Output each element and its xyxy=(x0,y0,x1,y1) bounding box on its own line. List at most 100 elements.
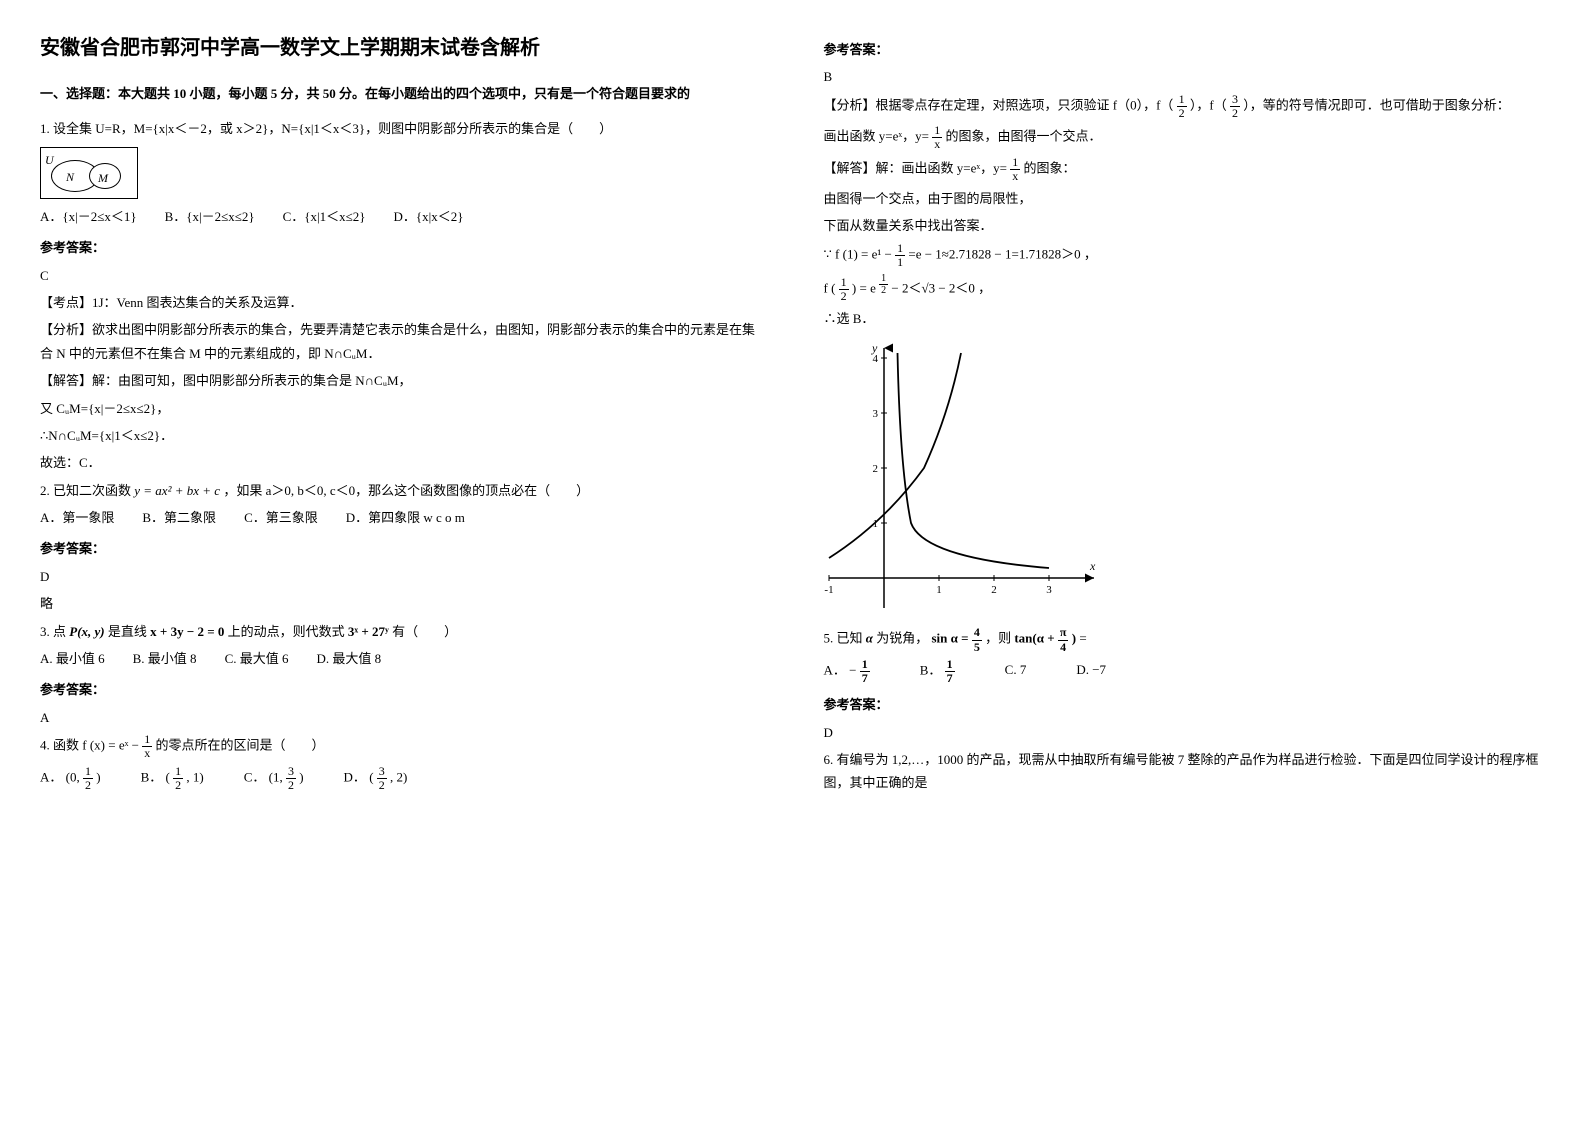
answer-label-3: 参考答案： xyxy=(40,678,764,701)
q1-fenxi: 【分析】欲求出图中阴影部分所表示的集合，先要弄清楚它表示的集合是什么，由图知，阴… xyxy=(40,318,764,365)
q4-f1-frac: 1 1 xyxy=(895,242,905,269)
q4-frac-den: x xyxy=(142,747,152,760)
answer-label-4: 参考答案： xyxy=(824,38,1548,61)
q4-labelC: C． xyxy=(244,769,266,784)
q1-jieda-1: 【解答】解：由图可知，图中阴影部分所表示的集合是 N∩CᵤM， xyxy=(40,369,764,392)
q5-optA-frac: 1 7 xyxy=(860,658,870,685)
frac-num: 4 xyxy=(972,626,982,640)
q1-jieda-4: 故选：C． xyxy=(40,451,764,474)
frac-den: 1 xyxy=(895,256,905,269)
q4-fenxi-pre: 【分析】根据零点存在定理，对照选项，只须验证 f（0），f（ xyxy=(824,97,1174,112)
q5-sin: sin α = xyxy=(931,631,968,646)
q3-pre: 3. 点 xyxy=(40,624,69,639)
q3-stem: 3. 点 P(x, y) 是直线 x + 3y − 2 = 0 上的动点，则代数… xyxy=(40,620,764,643)
q4-fenxi-post: ），等的符号情况即可．也可借助于图象分析： xyxy=(1243,97,1510,112)
q4-f1-post: =e − 1≈2.71828 − 1=1.71828＞0 xyxy=(908,246,1080,261)
answer-label: 参考答案： xyxy=(40,236,764,259)
svg-text:3: 3 xyxy=(872,408,878,420)
frac-num: 3 xyxy=(377,765,387,779)
q4-fx: f (x) = eˣ − xyxy=(82,738,139,753)
q5-alpha: α xyxy=(866,631,873,646)
answer-label-5: 参考答案： xyxy=(824,693,1548,716)
frac-num: 1 xyxy=(895,242,905,256)
page-title: 安徽省合肥市郭河中学高一数学文上学期期末试卷含解析 xyxy=(40,30,764,66)
q4-fenxi-mid: ），f（ xyxy=(1190,97,1227,112)
svg-text:1: 1 xyxy=(936,584,942,596)
q5-tan-post: ) xyxy=(1072,631,1076,646)
q1-jieda-2: 又 CᵤM={x|－2≤x≤2}， xyxy=(40,397,764,420)
q4-jieda-pre: 【解答】解：画出函数 y=eˣ，y= xyxy=(824,160,1007,175)
q4-conclude: ∴选 B． xyxy=(824,307,1548,330)
frac-den: 2 xyxy=(839,290,849,303)
frac-num: 1 xyxy=(173,765,183,779)
q3-mid2: 上的动点，则代数式 xyxy=(228,624,348,639)
q4-answer: B xyxy=(824,65,1548,88)
q4-post: 的零点所在的区间是（ ） xyxy=(155,738,324,753)
q3-mid: 是直线 xyxy=(108,624,150,639)
q4-fenxi-l2: 画出函数 y=eˣ，y= 1 x 的图象，由图得一个交点． xyxy=(824,124,1548,151)
q1-optC: C．{x|1＜x≤2} xyxy=(283,205,366,228)
q5-eq: = xyxy=(1079,631,1086,646)
q4-fenxi-frac1: 1 2 xyxy=(1177,93,1187,120)
q5-labelA: A． xyxy=(824,663,846,678)
frac-den: 2 xyxy=(173,779,183,792)
q1-optA: A．{x|－2≤x＜1} xyxy=(40,205,137,228)
q4-optD-post: , 2) xyxy=(390,769,407,784)
q4-jieda-l2: 由图得一个交点，由于图的局限性， xyxy=(824,187,1548,210)
frac-num: 1 xyxy=(932,124,942,138)
q4-jieda: 【解答】解：画出函数 y=eˣ，y= 1 x 的图象： xyxy=(824,156,1548,183)
q4-f12-line: f ( 1 2 ) = e 1 2 − 2＜√3 − 2＜0 ， xyxy=(824,273,1548,303)
q2-stem-pre: 2. 已知二次函数 xyxy=(40,483,134,498)
svg-text:3: 3 xyxy=(1046,584,1052,596)
q1-jieda-3: ∴N∩CᵤM={x|1＜x≤2}． xyxy=(40,424,764,447)
q5-optB-frac: 1 7 xyxy=(945,658,955,685)
q4-pre: 4. 函数 xyxy=(40,738,82,753)
q4-stem: 4. 函数 f (x) = eˣ − 1 x 的零点所在的区间是（ ） xyxy=(40,733,764,760)
svg-text:2: 2 xyxy=(872,463,878,475)
q3-line: x + 3y − 2 = 0 xyxy=(150,624,224,639)
q4-frac-num: 1 xyxy=(142,733,152,747)
q5-optA: A． − 1 7 xyxy=(824,658,870,685)
frac-den: 7 xyxy=(945,672,955,685)
q5-answer: D xyxy=(824,721,1548,744)
q4-optB-mid: , 1) xyxy=(186,769,203,784)
q3-optB: B. 最小值 8 xyxy=(133,647,197,670)
q3-optA: A. 最小值 6 xyxy=(40,647,105,670)
frac-num: 3 xyxy=(1230,93,1240,107)
q2-optD: D．第四象限 w c o m xyxy=(346,506,465,529)
q3-expr: 3ˣ + 27ʸ xyxy=(348,624,389,639)
q4-labelA: A． xyxy=(40,769,62,784)
q4-since: ∵ xyxy=(824,246,832,261)
q5-mid2: ，则 xyxy=(985,631,1014,646)
svg-text:-1: -1 xyxy=(824,584,833,596)
q4-fenxi-l2-frac: 1 x xyxy=(932,124,942,151)
q4-fenxi-frac2: 3 2 xyxy=(1230,93,1240,120)
q4-optB: B． ( 1 2 , 1) xyxy=(141,765,204,792)
q5-optD: D. −7 xyxy=(1076,658,1106,685)
q5-tan: tan(α + xyxy=(1014,631,1058,646)
section-heading: 一、选择题：本大题共 10 小题，每小题 5 分，共 50 分。在每小题给出的四… xyxy=(40,82,764,105)
q4-fenxi: 【分析】根据零点存在定理，对照选项，只须验证 f（0），f（ 1 2 ），f（ … xyxy=(824,93,1548,120)
q4-optB-frac: 1 2 xyxy=(173,765,183,792)
q1-kaodian: 【考点】1J：Venn 图表达集合的关系及运算． xyxy=(40,291,764,314)
venn-m xyxy=(89,163,121,189)
frac-num: 1 xyxy=(860,658,870,672)
svg-text:2: 2 xyxy=(991,584,997,596)
q5-pi4-frac: π 4 xyxy=(1058,626,1069,653)
q4-optC-post: ) xyxy=(299,769,303,784)
q4-fenxi-l2-post: 的图象，由图得一个交点． xyxy=(945,129,1101,144)
frac-den: 2 xyxy=(83,779,93,792)
q5-stem: 5. 已知 α 为锐角， sin α = 4 5 ，则 tan(α + π 4 … xyxy=(824,626,1548,653)
q4-optD-pre: ( xyxy=(369,769,373,784)
frac-den: 2 xyxy=(1177,107,1187,120)
frac-den: 2 xyxy=(377,779,387,792)
q5-optA-pre: − xyxy=(849,663,860,678)
q4-f12-mid: ) = e xyxy=(852,280,876,295)
q4-fenxi-l2-pre: 画出函数 y=eˣ，y= xyxy=(824,129,929,144)
q5-mid1: 为锐角， xyxy=(876,631,928,646)
q5-optB: B． 1 7 xyxy=(920,658,955,685)
frac-num: 1 xyxy=(1177,93,1187,107)
q4-jieda-l3: 下面从数量关系中找出答案． xyxy=(824,214,1548,237)
frac-num: 1 xyxy=(879,273,888,285)
q2-略: 略 xyxy=(40,592,764,615)
